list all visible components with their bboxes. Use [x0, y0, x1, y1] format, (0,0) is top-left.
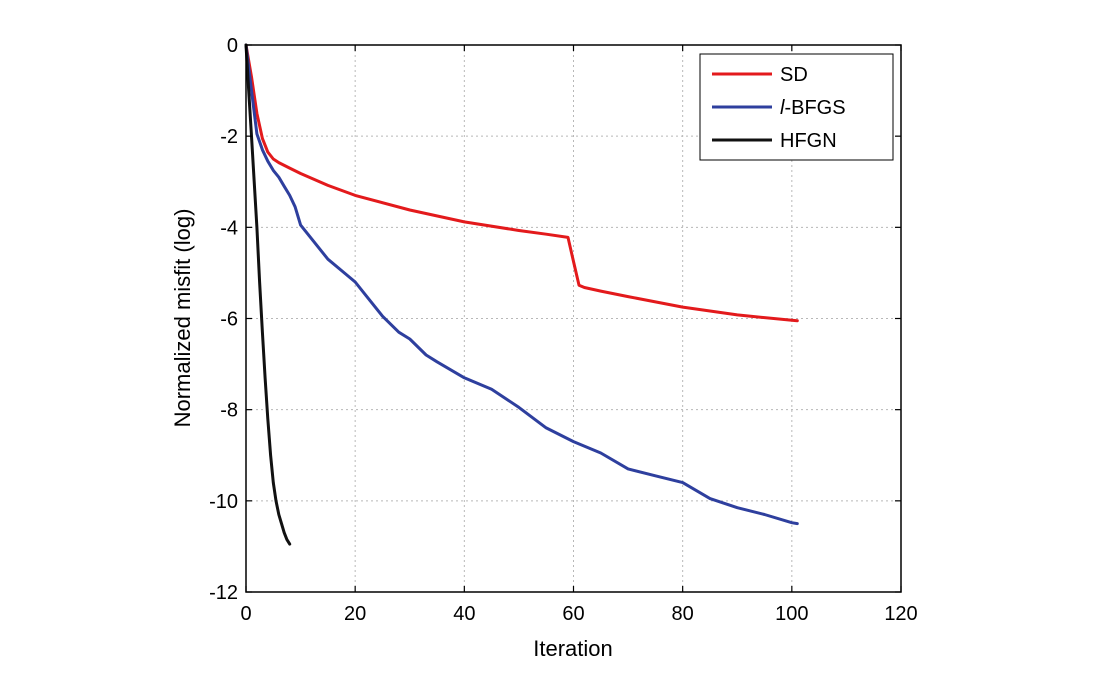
series-lines — [244, 43, 799, 546]
y-tick-label: -4 — [220, 217, 238, 239]
y-tick-label: -8 — [220, 400, 238, 422]
x-tick-label: 40 — [453, 603, 475, 625]
y-tick-label: -2 — [220, 126, 238, 148]
y-tick-label: -10 — [209, 491, 238, 513]
legend-label: HFGN — [780, 130, 837, 152]
x-tick-label: 20 — [344, 603, 366, 625]
legend-label: SD — [780, 64, 808, 86]
x-axis-title: Iteration — [533, 636, 613, 661]
y-tick-label: -6 — [220, 309, 238, 331]
legend: SD l-BFGS HFGN — [699, 53, 894, 161]
x-tick-label: 120 — [884, 603, 917, 625]
x-tick-label: 60 — [562, 603, 584, 625]
series-line-sd — [244, 43, 799, 323]
series-line-hfgn — [244, 43, 292, 546]
axis-ticks: 0 20 40 60 80 100 120 0 -2 -4 -6 -8 -10 -12 — [209, 35, 918, 625]
x-tick-label: 0 — [240, 603, 251, 625]
x-tick-label: 100 — [775, 603, 808, 625]
y-tick-label: 0 — [227, 35, 238, 57]
legend-label: l-BFGS — [780, 97, 846, 119]
series-line-l-bfgs — [244, 43, 799, 526]
y-tick-label: -12 — [209, 582, 238, 604]
y-axis-title: Normalized misfit (log) — [170, 209, 195, 428]
x-tick-label: 80 — [672, 603, 694, 625]
